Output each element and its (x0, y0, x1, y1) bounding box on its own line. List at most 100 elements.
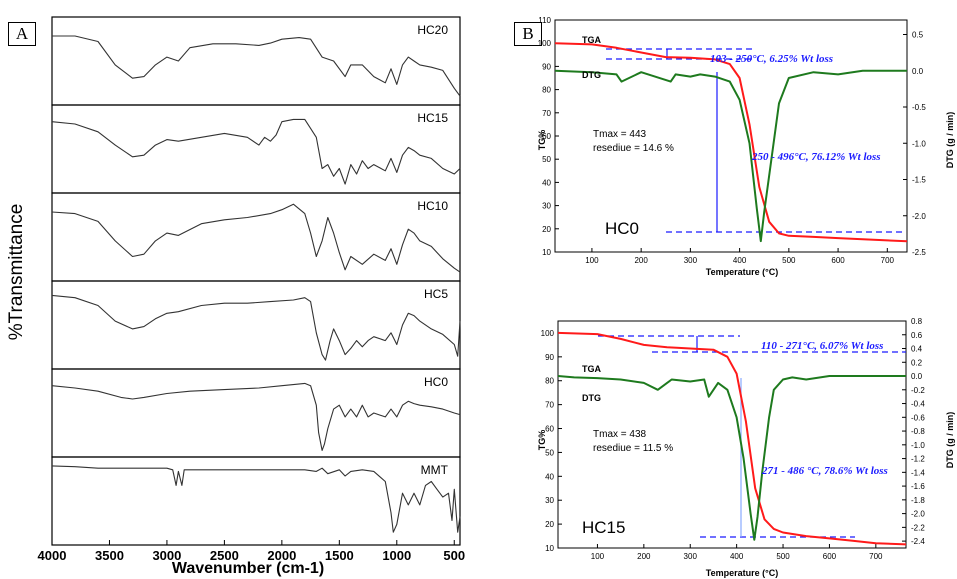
tga-bot-y2tick-label-0-6: -0.6 (911, 413, 925, 422)
ftir-series-hc15 (51, 118, 461, 185)
tga-bot-y2tick-label-1-6: -1.6 (911, 482, 925, 491)
ftir-chart: HC20 HC15 HC10 HC5 HC0 MMT 4000 3500 3000 2500 20… (6, 16, 465, 577)
ftir-series-label-hc20: HC20 (417, 23, 448, 37)
ftir-ylabel: %Transmittance (6, 204, 27, 341)
tga-bot-tmax: Tmax = 438 (593, 429, 647, 440)
tga-bot-xtick-label-600: 600 (823, 552, 837, 561)
tga-bot-ytick-label-60: 60 (545, 425, 554, 434)
tga-top-ytick-label-10: 10 (542, 248, 551, 257)
tga-bot-xlabel: Temperature (°C) (706, 568, 778, 578)
ftir-xtick-label-4000: 4000 (38, 548, 67, 563)
tga-bot-ann1: 110 - 271°C, 6.07% Wt loss (761, 340, 883, 352)
tga-bot-ylabel-right: DTG (g / min) (945, 412, 955, 469)
ftir-series-hc20 (52, 35, 461, 97)
tga-bot-y2tick-label-0-4: -0.4 (911, 400, 925, 409)
tga-bot-ytick-label-90: 90 (545, 353, 554, 362)
ftir-series-hc0 (51, 382, 461, 451)
tga-top-ytick-label-60: 60 (542, 132, 551, 141)
ftir-xtick-label-3000: 3000 (152, 548, 181, 563)
tga-bot-y2tick-label-1-2: -1.2 (911, 455, 925, 464)
tga-top-tga-tag: TGA (582, 35, 601, 45)
tga-top-ytick-label-40: 40 (542, 178, 551, 187)
panel-a-label: A (8, 22, 36, 46)
tga-bot-xtick-label-500: 500 (776, 552, 790, 561)
tga-top-ylabel-left: TG% (537, 130, 547, 151)
tga-bot-y2tick-label-2: -2.0 (911, 510, 925, 519)
tga-top-ytick-label-110: 110 (538, 16, 551, 25)
ftir-series-hc5 (51, 294, 461, 361)
tga-top-ann2: 250 - 496°C, 76.12% Wt loss (751, 151, 881, 163)
tga-bot-ytick-label-20: 20 (545, 520, 554, 529)
tga-top-ytick-label-30: 30 (542, 202, 551, 211)
tga-bot-sample: HC15 (582, 518, 625, 537)
tga-top-tmax: Tmax = 443 (593, 129, 647, 140)
ftir-series-label-hc15: HC15 (417, 111, 448, 125)
tga-top-xtick-label-500: 500 (782, 256, 796, 265)
ftir-xtick-label-2500: 2500 (210, 548, 239, 563)
ftir-xtick-label-1000: 1000 (382, 548, 411, 563)
tga-top-ytick-label-50: 50 (542, 155, 551, 164)
tga-top-ytick-label-20: 20 (542, 225, 551, 234)
tga-top-y2tick-label-0-5: -0.5 (912, 103, 926, 112)
tga-bot-ytick-label-80: 80 (545, 377, 554, 386)
ftir-xtick-label-1500: 1500 (325, 548, 354, 563)
tga-bot-y2tick-label-0-6: 0.6 (911, 331, 923, 340)
tga-top-series-dtg (554, 69, 907, 243)
tga-top-xtick-label-300: 300 (684, 256, 698, 265)
tga-bot-ytick-label-50: 50 (545, 448, 554, 457)
tga-bot-xtick-label-300: 300 (684, 552, 698, 561)
ftir-series-hc10 (51, 203, 461, 273)
ftir-xtick-label-3500: 3500 (95, 548, 124, 563)
tga-bot-y2tick-label-0-4: 0.4 (911, 345, 923, 354)
tga-bot-y2tick-label-2-2: -2.2 (911, 523, 925, 532)
tga-top-ytick-label-90: 90 (542, 62, 551, 71)
tga-bot-frame (557, 320, 907, 549)
tga-bot-y2tick-label-2-4: -2.4 (911, 537, 925, 546)
tga-bot-y2tick-label-1: -1.0 (911, 441, 925, 450)
tga-bot-series-dtg (557, 375, 906, 541)
tga-bot-xtick-label-100: 100 (591, 552, 605, 561)
tga-bot-y2tick-label-1-8: -1.8 (911, 496, 925, 505)
tga-top-y2tick-label-1: -1.0 (912, 139, 926, 148)
tga-bot-y2tick-label-1-4: -1.4 (911, 468, 925, 477)
tga-top-y2tick-label-0: 0.0 (912, 67, 924, 76)
tga-top-ytick-label-80: 80 (542, 86, 551, 95)
tga-top-xlabel: Temperature (°C) (706, 267, 778, 277)
ftir-series-label-hc10: HC10 (417, 199, 448, 213)
tga-top-xtick-label-700: 700 (881, 256, 895, 265)
tga-bot-xtick-label-700: 700 (869, 552, 883, 561)
tga-top-ylabel-right: DTG (g / min) (945, 112, 955, 169)
tga-top-ytick-label-70: 70 (542, 109, 551, 118)
tga-bot-dtg-tag: DTG (582, 393, 601, 403)
tga-top-xtick-label-100: 100 (585, 256, 599, 265)
tga-top-dtg-tag: DTG (582, 70, 601, 80)
tga-bot-y2tick-label-0-8: 0.8 (911, 317, 923, 326)
tga-top-ytick-label-100: 100 (538, 39, 552, 48)
tga-bot-ytick-label-40: 40 (545, 472, 554, 481)
ftir-strip-mmt (51, 456, 461, 546)
tga-bot-y2tick-label-0-2: 0.2 (911, 358, 923, 367)
tga-bot-ylabel-left: TG% (537, 430, 547, 451)
tga-top-xtick-label-600: 600 (831, 256, 845, 265)
tga-bot-ytick-label-10: 10 (545, 544, 554, 553)
tga-bot-y2tick-label-0: 0.0 (911, 372, 923, 381)
ftir-xlabel: Wavenumber (cm-1) (172, 560, 324, 577)
tga-bot-xtick-label-400: 400 (730, 552, 744, 561)
tga-bot-ytick-label-30: 30 (545, 496, 554, 505)
tga-top-series-tga (554, 42, 908, 243)
tga-bot-y2tick-label-0-8: -0.8 (911, 427, 925, 436)
tga-bot-series-tga (557, 331, 907, 546)
tga-top-y2tick-label-0-5: 0.5 (912, 31, 924, 40)
tga-bot-y2tick-label-0-2: -0.2 (911, 386, 925, 395)
tga-bot-ann2: 271 - 486 °C, 78.6% Wt loss (761, 465, 888, 477)
tga-bot-ytick-label-70: 70 (545, 401, 554, 410)
tga-top-xtick-label-200: 200 (634, 256, 648, 265)
tga-top-sample: HC0 (605, 219, 639, 238)
tga-top-residue: resediue = 14.6 % (593, 143, 674, 154)
ftir-series-label-hc5: HC5 (424, 287, 448, 301)
ftir-xtick-label-2000: 2000 (267, 548, 296, 563)
ftir-series-label-hc0: HC0 (424, 375, 448, 389)
panel-b: B (470, 0, 957, 579)
tga-bot-residue: resediue = 11.5 % (593, 443, 673, 454)
